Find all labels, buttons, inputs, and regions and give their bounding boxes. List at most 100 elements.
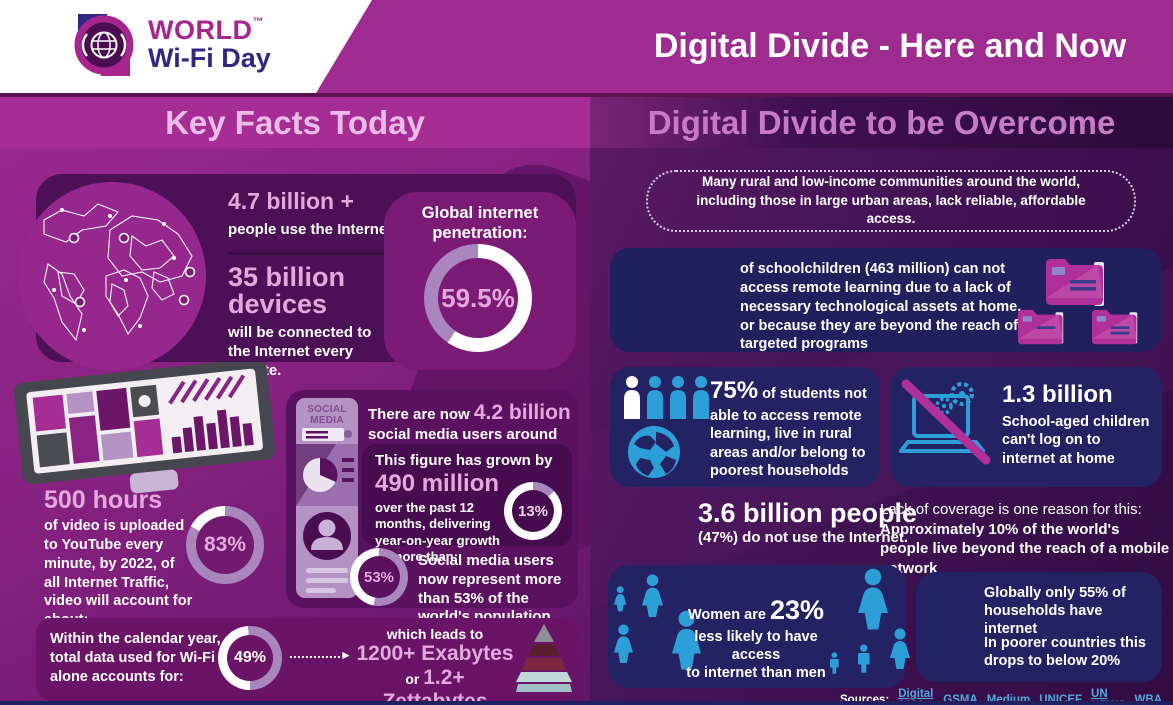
nonusers-value: 3.6 billion people: [698, 498, 918, 528]
offline-children-part1: School-aged children: [1002, 413, 1150, 430]
internet-users-value: 4.7 billion +: [228, 188, 354, 214]
zettabytes-value: 1.2+ Zettabytes: [382, 666, 487, 701]
digital-divide-panel: Many rural and low-income communities ar…: [590, 148, 1173, 701]
schoolchildren-suffix: can not access remote learning due to a …: [740, 261, 1022, 353]
source-link-gsma[interactable]: GSMA: [943, 694, 978, 701]
social-label-line2: MEDIA: [310, 415, 344, 426]
world-wifi-day-logo: WORLD™ Wi-Fi Day: [72, 10, 271, 80]
wifi-data-label: Within the calendar year, total data use…: [50, 631, 221, 685]
coverage-line1: Lack of coverage is one reason for this:: [880, 501, 1142, 518]
exabytes-block: which leads to 1200+ Exabytes or 1.2+ Ze…: [352, 626, 518, 701]
population-percent: 53%: [358, 556, 400, 598]
students-text: 75% of students not able to access remot…: [710, 376, 872, 481]
globe-icon: [628, 426, 680, 478]
internet-users-label: people use the Internet: [228, 221, 393, 238]
households-text: Globally only 55% of households have int…: [984, 585, 1126, 638]
social-phone-mockup: [296, 398, 358, 598]
or-label: or: [405, 671, 424, 688]
youtube-hours-label: of video is uploaded to YouTube every mi…: [44, 518, 193, 628]
bottom-border: [0, 701, 1173, 705]
schoolchildren-prefix: of schoolchildren: [740, 261, 865, 277]
header-banner-shape: [316, 0, 1173, 93]
population-text-prefix: Social media users now represent: [418, 552, 554, 588]
penetration-donut-chart: 59.5%: [424, 244, 532, 352]
people-group-icon: [624, 376, 709, 419]
wifi-globe-logo-icon: [74, 14, 134, 76]
leads-label: which leads to: [386, 626, 484, 642]
poorer-countries-text: In poorer countries this drops to below …: [984, 635, 1146, 670]
growth-value: 490 million: [375, 470, 500, 497]
sources-row: Sources: Digital 2021 GSMA Medium UNICEF…: [840, 688, 1162, 701]
devices-value-line1: 35 billion: [228, 262, 346, 292]
arrowhead-icon: ►: [340, 648, 352, 662]
students-percent: 75%: [710, 377, 759, 404]
offline-children-part2: log on to internet at home: [1002, 432, 1115, 467]
left-heading: Key Facts Today: [165, 103, 425, 141]
source-link-wba[interactable]: WBA: [1134, 694, 1162, 701]
women-percent: 23%: [769, 595, 824, 625]
women-figures-right-icon: [830, 568, 910, 674]
social-intro-prefix: There are now: [368, 406, 474, 423]
social-users-text: There are now 4.2 billion social media u…: [368, 400, 574, 464]
growth-donut-chart: 13%: [504, 482, 562, 540]
page-title: Digital Divide - Here and Now: [653, 27, 1127, 65]
women-prefix: Women are: [688, 607, 770, 623]
logo-trademark: ™: [252, 16, 264, 29]
header: WORLD™ Wi-Fi Day Digital Divide - Here a…: [0, 0, 1173, 93]
households-box: [916, 572, 1162, 682]
video-traffic-value: 83%: [196, 516, 254, 574]
offline-children-cant: can't: [1002, 432, 1036, 449]
penetration-label-line1: Global internet: [421, 204, 539, 222]
penetration-label: Global internet penetration:: [392, 204, 568, 244]
population-text: Social media users now represent more th…: [418, 552, 576, 627]
penetration-value: 59.5%: [438, 258, 518, 338]
nonusers-label: (47%) do not use the Internet.: [698, 529, 909, 546]
women-line3-men: men: [795, 665, 826, 681]
source-link-digital-2021[interactable]: Digital 2021: [898, 688, 934, 701]
monitor-dashboard-graphic: [14, 362, 276, 494]
logo-word: WORLD: [148, 15, 253, 46]
offline-children-text: 1.3 billion School-aged children can't l…: [1002, 380, 1154, 468]
penetration-label-line2: penetration:: [432, 223, 528, 242]
schoolchildren-count: (463 million): [864, 261, 950, 277]
exabytes-value: 1200+ Exabytes: [356, 642, 514, 666]
growth-line1: This figure has grown by: [375, 452, 553, 469]
no-laptop-icon: [899, 379, 991, 465]
left-section-header: Key Facts Today: [0, 97, 590, 148]
women-text: Women are 23% less likely to have access…: [676, 594, 836, 682]
wifi-donut-chart: 49%: [218, 626, 282, 690]
population-donut-chart: 53%: [350, 548, 408, 606]
devices-value-line2: devices: [228, 289, 328, 319]
folders-icon: [1018, 259, 1138, 345]
social-label-line1: SOCIAL: [307, 404, 347, 415]
women-line3-prefix: to internet than: [686, 665, 796, 681]
women-box: [608, 565, 906, 688]
wifi-percent: 49%: [227, 635, 273, 681]
video-traffic-donut-chart: 83%: [186, 506, 264, 584]
data-pyramid-icon: [516, 624, 572, 692]
right-heading: Digital Divide to be Overcome: [647, 103, 1116, 141]
schoolchildren-text: of schoolchildren (463 million) can not …: [740, 260, 1022, 354]
sources-label: Sources:: [840, 694, 890, 701]
header-divider: [0, 93, 1173, 97]
communities-banner: Many rural and low-income communities ar…: [646, 170, 1136, 232]
network-globe-graphic: [18, 182, 206, 370]
growth-percent: 13%: [512, 490, 554, 532]
students-label: of students not able to access remote le…: [710, 386, 867, 480]
source-link-unicef[interactable]: UNICEF: [1039, 694, 1083, 701]
social-media-label: SOCIAL MEDIA: [296, 404, 358, 426]
right-section-header: Digital Divide to be Overcome: [590, 97, 1173, 148]
offline-children-box: [890, 367, 1162, 487]
offline-children-value: 1.3 billion: [1002, 381, 1113, 408]
phone-screen-graphic: [296, 428, 358, 593]
devices-value: 35 billion devices: [228, 264, 345, 318]
source-link-un-news[interactable]: UN NEWS: [1091, 688, 1126, 701]
logo-word2: Wi-Fi Day: [148, 43, 271, 73]
women-line2: less likely to have access: [694, 628, 818, 663]
nonusers-text: 3.6 billion people (47%) do not use the …: [698, 498, 917, 547]
key-facts-panel: 4.7 billion + people use the Internet 35…: [0, 148, 590, 701]
source-link-medium[interactable]: Medium: [986, 694, 1031, 701]
wifi-data-card: [36, 618, 578, 701]
coverage-text: Lack of coverage is one reason for this:…: [880, 500, 1170, 578]
